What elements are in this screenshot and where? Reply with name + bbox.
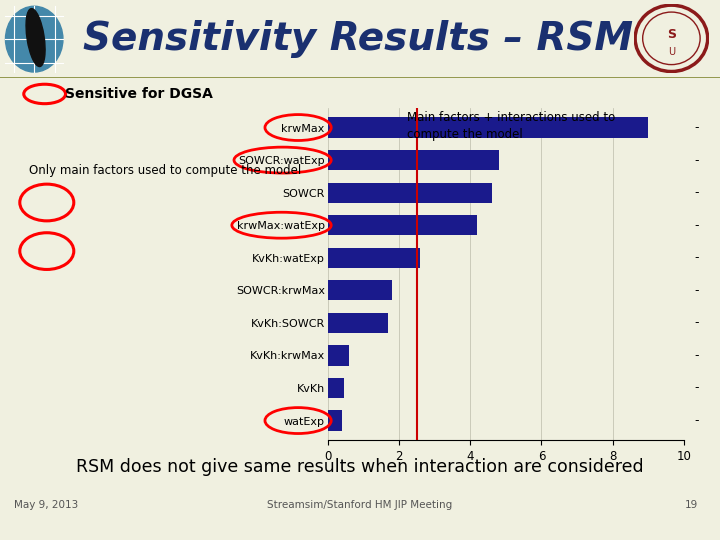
Text: -: -	[695, 414, 699, 427]
Text: Main factors + interactions used to
compute the model: Main factors + interactions used to comp…	[407, 111, 615, 141]
Text: Only main factors used to compute the model: Only main factors used to compute the mo…	[29, 164, 301, 177]
Bar	[328, 183, 492, 202]
Text: 19: 19	[685, 500, 698, 510]
Text: May 9, 2013: May 9, 2013	[14, 500, 78, 510]
Text: -: -	[695, 349, 699, 362]
Text: Sensitivity Results – RSM: Sensitivity Results – RSM	[83, 20, 633, 58]
Text: -: -	[695, 284, 699, 297]
Text: Streamsim/Stanford HM JIP Meeting: Streamsim/Stanford HM JIP Meeting	[267, 500, 453, 510]
Text: -: -	[695, 381, 699, 395]
Circle shape	[6, 6, 63, 72]
Text: -: -	[695, 186, 699, 199]
Bar	[328, 410, 342, 431]
Text: S: S	[667, 29, 676, 42]
Text: U: U	[668, 47, 675, 57]
Text: -: -	[695, 121, 699, 134]
Bar	[328, 280, 392, 300]
Ellipse shape	[26, 9, 45, 66]
Text: -: -	[695, 219, 699, 232]
Bar	[328, 346, 349, 366]
Bar	[328, 378, 343, 398]
Text: RSM does not give same results when interaction are considered: RSM does not give same results when inte…	[76, 457, 644, 476]
Text: -: -	[695, 153, 699, 167]
Bar	[328, 150, 499, 170]
Text: -: -	[695, 251, 699, 264]
Text: Sensitive for DGSA: Sensitive for DGSA	[65, 87, 212, 101]
Bar	[328, 313, 388, 333]
Text: -: -	[695, 316, 699, 329]
Bar	[328, 248, 420, 268]
Bar	[328, 215, 477, 235]
Bar	[328, 117, 649, 138]
